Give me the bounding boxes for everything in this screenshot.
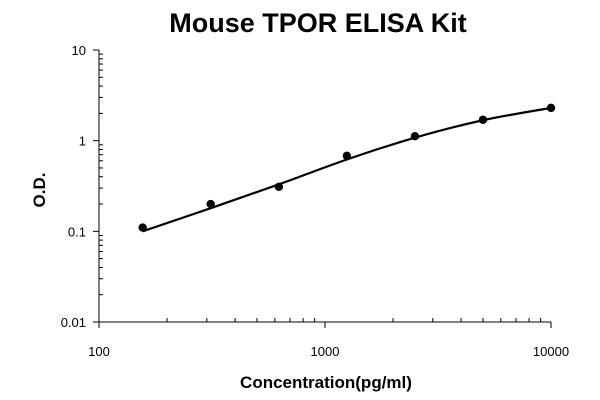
fit-curve — [142, 106, 552, 233]
y-tick-label: 10 — [72, 43, 86, 58]
data-point — [274, 182, 284, 191]
chart-title: Mouse TPOR ELISA Kit — [169, 8, 467, 38]
y-axis-title: O.D. — [30, 173, 49, 208]
y-tick-label: 0.01 — [61, 315, 86, 330]
x-axis-title: Concentration(pg/ml) — [240, 373, 412, 392]
y-tick-label: 0.1 — [68, 224, 86, 239]
data-point — [546, 103, 556, 113]
data-point — [206, 199, 215, 209]
x-tick-labels: 100 1000 10000 — [88, 344, 569, 359]
axes — [93, 49, 552, 328]
x-tick-label: 1000 — [311, 344, 340, 359]
x-tick-label: 100 — [88, 344, 110, 359]
data-points — [138, 103, 556, 232]
data-point — [410, 132, 420, 141]
y-tick-labels: 0.01 0.1 1 10 — [61, 43, 86, 330]
x-tick-label: 10000 — [533, 344, 569, 359]
data-point — [342, 151, 352, 161]
y-tick-label: 1 — [79, 134, 86, 149]
data-point — [138, 223, 147, 232]
data-point — [478, 115, 488, 124]
